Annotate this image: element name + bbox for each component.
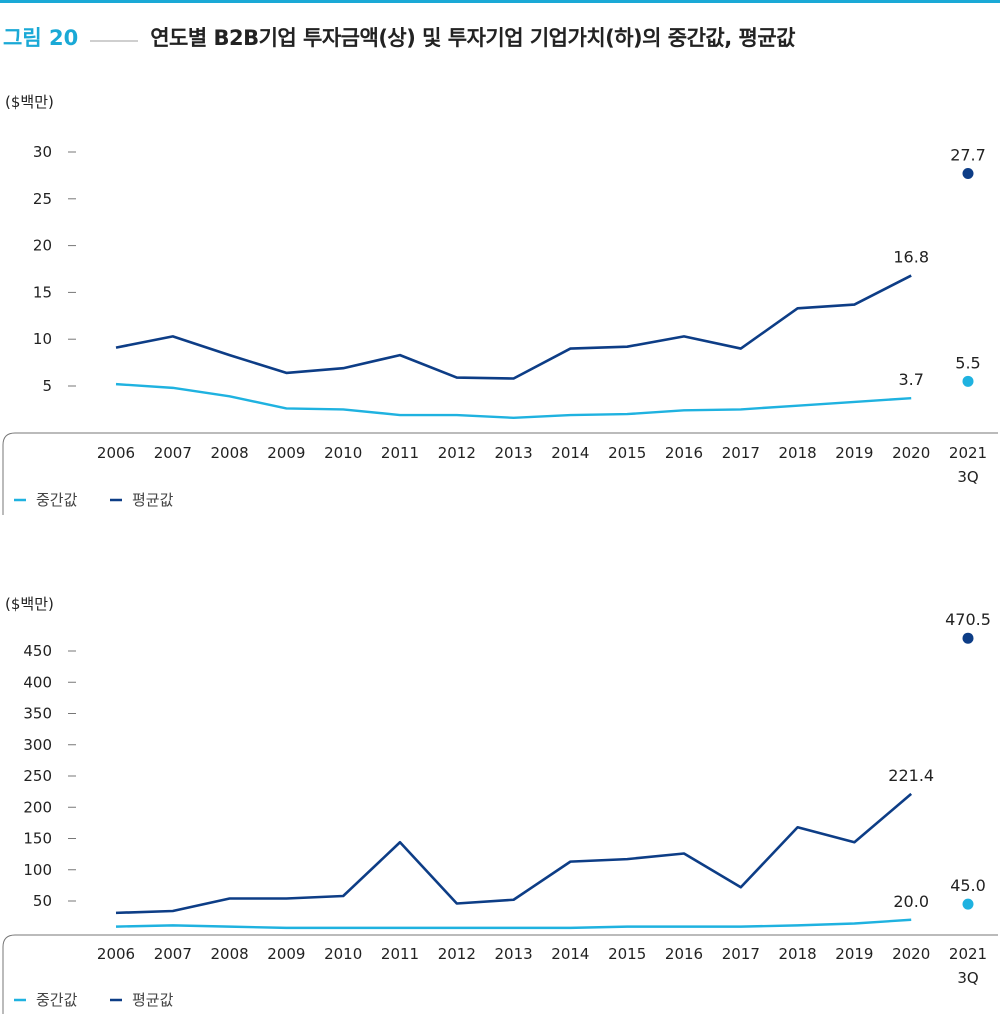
data-label: 470.5 [945,610,991,629]
legend-label: 중간값 [36,991,78,1009]
y-tick-label: 15 [33,283,52,301]
data-label: 27.7 [950,146,986,165]
x-tick-label: 2014 [551,945,589,963]
x-tick-label: 2011 [381,444,419,462]
series-line-mean [115,274,912,380]
title-divider [90,40,139,42]
x-tick-label: 2014 [551,444,589,462]
x-tick-label: 2012 [438,945,476,963]
x-tick-label: 2009 [267,945,305,963]
axis-frame [2,934,998,1014]
x-tick-label: 2012 [438,444,476,462]
x-tick-label: 2021 [949,444,987,462]
y-tick-label: 30 [33,143,52,161]
y-tick-label: 10 [33,330,52,348]
y-tick-label: 350 [23,705,52,723]
data-label: 16.8 [893,248,929,267]
x-tick-label: 2009 [267,444,305,462]
x-tick-label: 2013 [495,444,533,462]
x-tick-label: 2006 [97,444,135,462]
x-tick-label: 2011 [381,945,419,963]
x-tick-label: 2020 [892,444,930,462]
x-tick-label: 2018 [779,444,817,462]
x-tick-label: 2019 [835,945,873,963]
x-tick-sublabel: 3Q [957,468,978,486]
x-tick-label: 2019 [835,444,873,462]
x-tick-label: 2015 [608,945,646,963]
x-tick-sublabel: 3Q [957,969,978,987]
y-tick-label: 250 [23,767,52,785]
x-tick-label: 2013 [495,945,533,963]
x-tick-label: 2017 [722,444,760,462]
x-tick-label: 2017 [722,945,760,963]
y-tick-label: 400 [23,673,52,691]
x-tick-label: 2016 [665,945,703,963]
legend-label: 중간값 [36,491,78,509]
data-point-2021-median [962,375,974,387]
unit-label: ($백만) [5,93,54,111]
x-tick-label: 2016 [665,444,703,462]
axis-frame [2,432,998,515]
x-tick-label: 2008 [211,444,249,462]
x-tick-label: 2008 [211,945,249,963]
figure-label: 그림 20 [3,26,79,50]
series-line-median [115,918,912,930]
data-label: 3.7 [898,370,923,389]
data-point-2021-median [962,898,974,910]
y-tick-label: 150 [23,830,52,848]
y-tick-label: 200 [23,798,52,816]
data-point-2021-mean [962,168,974,180]
x-tick-label: 2018 [779,945,817,963]
x-tick-label: 2020 [892,945,930,963]
data-point-2021-mean [962,632,974,644]
y-tick-label: 5 [42,377,52,395]
x-tick-label: 2015 [608,444,646,462]
x-tick-label: 2007 [154,444,192,462]
x-tick-label: 2021 [949,945,987,963]
legend-label: 평균값 [132,491,174,509]
y-tick-label: 50 [33,892,52,910]
series-line-mean [115,792,913,915]
y-tick-label: 300 [23,736,52,754]
y-tick-label: 450 [23,642,52,660]
unit-label: ($백만) [5,595,54,613]
data-label: 5.5 [955,353,980,372]
x-tick-label: 2010 [324,945,362,963]
company-value-chart: ($백만) 450 400 350 300 250 200 150 100 50 2006 2007 2… [2,595,998,1014]
legend-label: 평균값 [132,991,174,1009]
series-line-median [115,382,912,420]
page-title: 연도별 B2B기업 투자금액(상) 및 투자기업 기업가치(하)의 중간값, 평… [150,26,795,50]
data-label: 45.0 [950,876,986,895]
x-tick-label: 2010 [324,444,362,462]
data-label: 20.0 [893,892,929,911]
data-label: 221.4 [888,766,934,785]
x-tick-label: 2007 [154,945,192,963]
figure-title: 그림 20 연도별 B2B기업 투자금액(상) 및 투자기업 기업가치(하)의 … [3,22,795,58]
y-tick-label: 100 [23,861,52,879]
y-tick-label: 25 [33,190,52,208]
top-accent-rule [0,0,1000,3]
y-tick-label: 20 [33,237,52,255]
x-tick-label: 2006 [97,945,135,963]
